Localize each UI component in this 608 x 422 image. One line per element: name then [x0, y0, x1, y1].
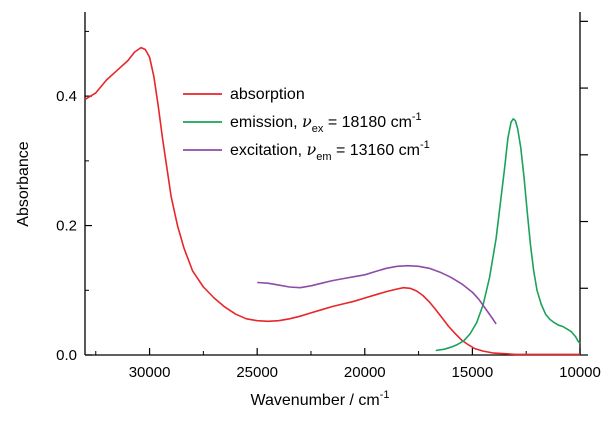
series-line-emission	[435, 118, 581, 352]
legend-text-part: excitation,	[230, 142, 306, 159]
series-group	[84, 46, 581, 356]
x-axis-label: Wavenumber / cm-1	[251, 389, 390, 409]
legend-text-part: em	[316, 151, 331, 163]
x-tick-label: 25000	[236, 364, 278, 381]
x-axis-label-sup: -1	[380, 389, 390, 401]
legend-text-part: absorption	[230, 86, 305, 103]
legend-text-part: ex	[312, 123, 324, 135]
legend-text-part: -1	[412, 111, 422, 123]
x-tick-label: 10000	[559, 364, 601, 381]
x-axis-label-main: Wavenumber / cm	[251, 392, 380, 409]
legend-text-part: ν	[302, 112, 312, 131]
legend-entry-excitation: excitation, νem = 13160 cm-1	[230, 139, 430, 163]
legend-entry-emission: emission, νex = 18180 cm-1	[230, 111, 422, 135]
y-ticks: 0.0 0.2 0.4	[56, 30, 92, 364]
legend-text-part: -1	[420, 139, 430, 151]
legend-text-part: = 18180 cm	[323, 114, 412, 131]
legend-text-part: emission,	[230, 114, 302, 131]
legend-text-part: ν	[306, 140, 316, 159]
legend-text-part: = 13160 cm	[332, 142, 421, 159]
x-tick-label: 20000	[344, 364, 386, 381]
legend-entry-absorption: absorption	[230, 86, 305, 103]
x-ticks: 30000 25000 20000 15000 10000	[95, 348, 601, 381]
right-axis-ticks	[580, 20, 588, 356]
y-tick-label: 0.0	[56, 347, 77, 364]
x-tick-label: 15000	[452, 364, 494, 381]
series-line-absorption	[84, 46, 580, 356]
axes	[84, 12, 581, 356]
y-tick-label: 0.4	[56, 88, 77, 105]
x-tick-label: 30000	[129, 364, 171, 381]
y-axis-label: Absorbance	[15, 141, 32, 226]
series-line-excitation	[257, 264, 497, 325]
y-tick-label: 0.2	[56, 218, 77, 235]
